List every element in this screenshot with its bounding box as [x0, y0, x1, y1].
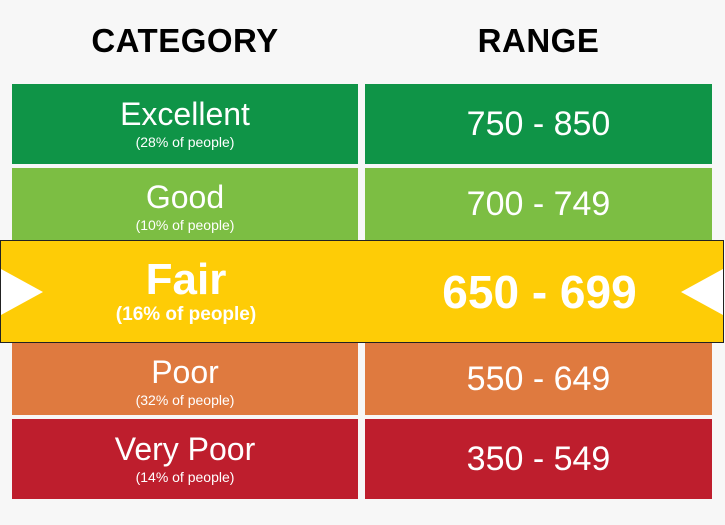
- range-value: 750 - 850: [466, 104, 611, 143]
- category-percentage: (10% of people): [135, 217, 235, 233]
- category-name: Very Poor: [114, 431, 256, 467]
- category-cell-fair: Fair (16% of people): [13, 241, 359, 342]
- category-percentage: (16% of people): [115, 303, 257, 325]
- category-cell-good: Good (10% of people): [12, 168, 358, 240]
- category-percentage: (32% of people): [135, 392, 235, 408]
- category-percentage: (14% of people): [135, 469, 235, 485]
- category-cell-excellent: Excellent (28% of people): [12, 84, 358, 164]
- range-value: 350 - 549: [466, 439, 611, 478]
- range-cell-very-poor: 350 - 549: [365, 419, 712, 499]
- category-name: Good: [145, 179, 225, 215]
- range-cell-poor: 550 - 649: [365, 343, 712, 415]
- category-name: Poor: [151, 354, 219, 390]
- category-header: CATEGORY: [91, 22, 279, 59]
- range-value: 550 - 649: [466, 359, 611, 398]
- range-cell-fair: 650 - 699: [366, 241, 713, 342]
- category-percentage: (28% of people): [135, 134, 235, 150]
- banner-notch-left: [1, 269, 43, 315]
- highlighted-fair-banner: Fair (16% of people) 650 - 699: [0, 240, 724, 343]
- category-cell-very-poor: Very Poor (14% of people): [12, 419, 358, 499]
- range-value: 700 - 749: [466, 184, 611, 223]
- category-name: Fair: [145, 254, 227, 304]
- range-header: RANGE: [477, 22, 600, 59]
- range-value: 650 - 699: [442, 265, 637, 318]
- range-cell-excellent: 750 - 850: [365, 84, 712, 164]
- banner-notch-right: [681, 269, 723, 315]
- range-cell-good: 700 - 749: [365, 168, 712, 240]
- category-name: Excellent: [120, 96, 250, 132]
- category-cell-poor: Poor (32% of people): [12, 343, 358, 415]
